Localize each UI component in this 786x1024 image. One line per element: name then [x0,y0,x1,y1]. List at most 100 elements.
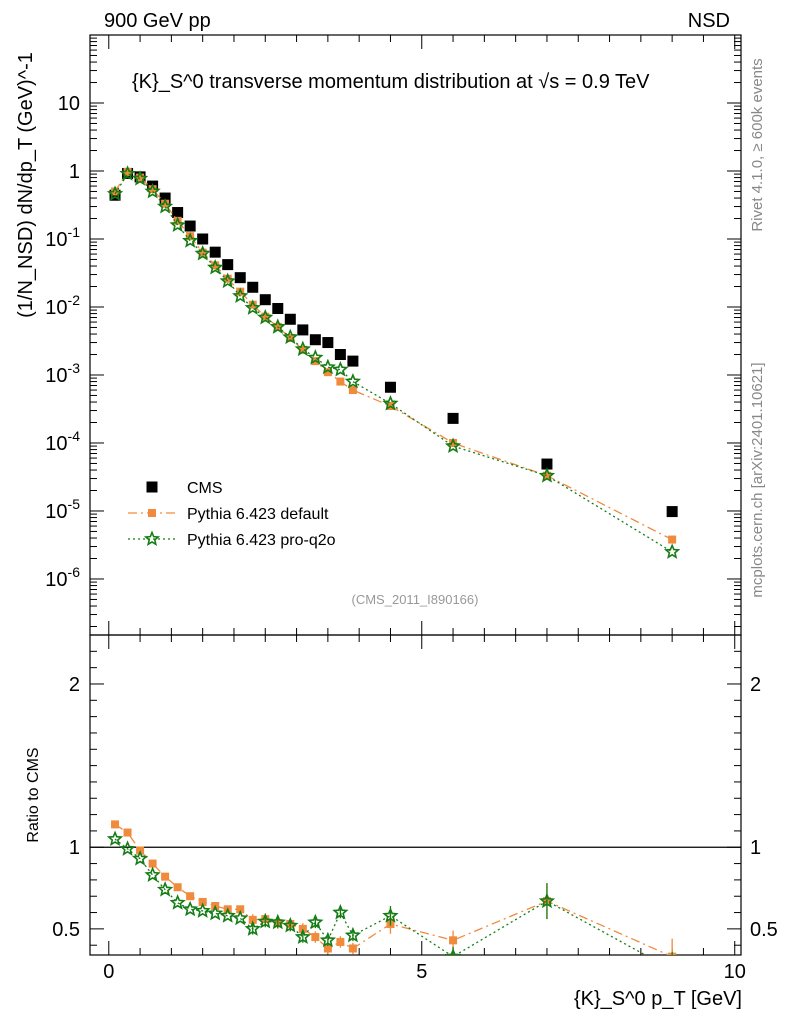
ratio-point [144,866,161,882]
ratio-point [336,937,345,946]
data-point [541,458,553,470]
data-point [344,372,362,389]
data-point [332,361,349,377]
ratio-point [119,840,136,856]
data-point [294,340,311,357]
ratio-point [236,905,245,914]
ratio-series-layer [106,820,677,955]
data-point [169,216,186,233]
ratio-y-tick-label: 2 [69,674,80,696]
y-tick-label: 10-5 [45,496,80,523]
y-tick-label: 10-2 [45,292,80,319]
ratio-point [111,820,120,829]
series-pythia-6-423-pro-q2o [106,165,681,559]
header-right: NSD [688,10,730,32]
data-point [269,318,286,334]
data-point [172,207,184,219]
ratio-point [348,944,357,953]
data-point [223,274,232,283]
legend-entry-pythia-6-423-default: Pythia 6.423 default [128,506,329,523]
y-tick-label: 10 [58,93,80,115]
data-point [173,216,182,225]
ratio-y-tick-label: 1 [69,837,80,859]
data-point [319,358,337,375]
ratio-point [123,828,132,837]
data-point [184,220,196,232]
data-point [447,412,459,424]
data-point [148,185,157,194]
legend-marker [143,530,161,546]
ratio-series-group [106,820,677,955]
ratio-point [382,907,399,923]
data-point [207,258,224,275]
data-point [219,272,236,289]
data-point [336,377,345,386]
ratio-panel-frame [89,634,742,956]
rivet-version-label: Rivet 4.1.0, ≥ 600k events [749,58,766,231]
ratio-point [323,944,332,953]
ratio-point [344,926,362,943]
data-point [236,287,245,296]
data-point [181,232,199,248]
data-point [259,294,271,306]
legend-label: Pythia 6.423 pro-q2o [187,532,336,549]
data-point [247,281,259,293]
analysis-tag: (CMS_2011_I890166) [352,592,479,607]
legend-marker [146,481,158,493]
x-tick-label: 0 [103,961,114,983]
ratio-point [156,881,174,897]
legend-label: Pythia 6.423 default [187,506,329,523]
y-tick-label: 10-3 [45,360,80,387]
data-point [144,182,161,199]
series-layer [106,165,681,559]
ratio-point [106,830,124,847]
ratio-y-axis-label: Ratio to CMS [25,747,42,842]
ratio-point [148,859,157,868]
data-point [198,248,207,257]
data-point [197,233,209,245]
header-left: 900 GeV pp [104,10,211,32]
data-point [284,313,296,325]
ratio-y-tick-label-right: 1 [750,837,761,859]
data-point [211,261,220,270]
ratio-y-tick-label: 0.5 [52,919,80,941]
ratio-point [173,883,182,892]
data-point [538,467,556,483]
data-point [449,438,458,447]
data-point [272,303,284,315]
x-axis-label: {K}_S^0 p_T [GeV] [574,988,742,1010]
x-tick-label: 10 [724,961,746,983]
data-point [347,355,359,367]
data-point [156,197,174,214]
legend: CMS Pythia 6.423 default Pythia 6.423 pro-… [128,480,336,549]
data-point [209,246,221,258]
ratio-series-pythia-6-423-pro-q2o [106,830,673,955]
x-tick-label: 5 [416,961,427,983]
legend-entry-pythia-6-423-pro-q2o: Pythia 6.423 pro-q2o [128,530,336,549]
data-point [111,187,120,196]
data-point [444,437,462,454]
ratio-point [307,913,324,930]
data-point [282,328,299,345]
ratio-point [248,915,257,924]
ratio-point [444,948,462,955]
legend-label: CMS [187,480,223,497]
ratio-point [538,892,556,909]
data-point [323,368,332,377]
y-tick-label: 10-1 [45,224,80,251]
ratio-point [181,900,199,917]
data-point [161,199,170,208]
data-point [194,245,211,261]
data-point [666,506,678,518]
ratio-y-tick-label-right: 2 [750,674,761,696]
chart-title: {K}_S^0 transverse momentum distribution… [132,71,650,93]
y-tick-label: 1 [69,161,80,183]
ratio-point [186,892,195,901]
data-point [232,287,249,303]
ratio-point [244,920,261,936]
data-point [309,334,321,346]
legend-entry-cms: CMS [146,480,223,497]
ratio-point [332,903,349,920]
series-cms [109,167,678,518]
